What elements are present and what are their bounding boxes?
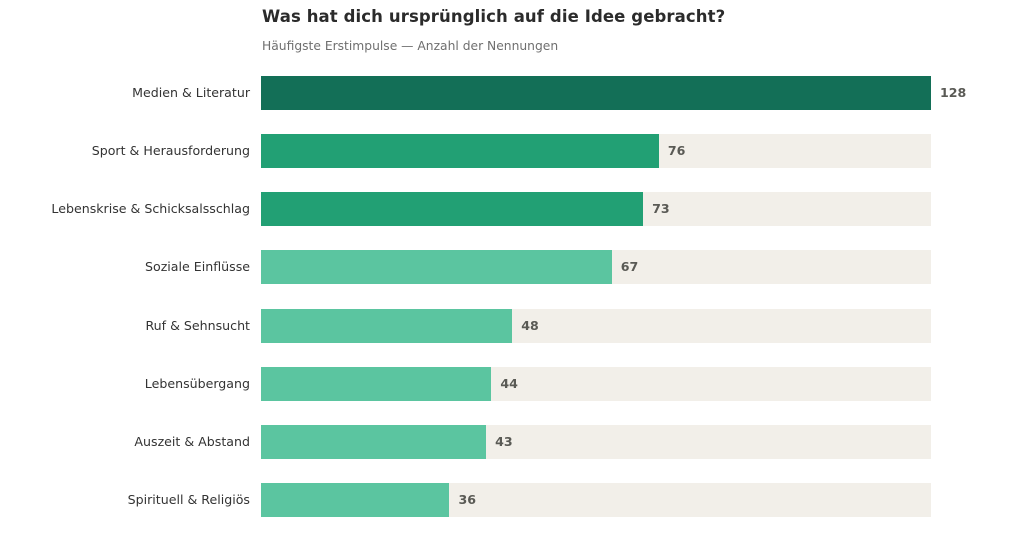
bar-track [261,424,931,459]
category-label: Auszeit & Abstand [134,433,250,449]
bar-fill[interactable] [261,192,644,227]
bar-row: Lebenskrise & Schicksalsschlag 73 [0,192,1030,227]
bar-fill[interactable] [261,134,659,169]
bar-value-label: 48 [521,317,539,333]
bar-value-label: 43 [495,433,513,449]
bar-row: Spirituell & Religiös 36 [0,483,1030,518]
bar-fill[interactable] [261,366,492,401]
chart-header: Was hat dich ursprünglich auf die Idee g… [262,0,962,54]
bar-fill[interactable] [261,76,931,110]
category-label: Soziale Einflüsse [145,259,250,275]
bar-row: Ruf & Sehnsucht 48 [0,308,1030,343]
bar-track [261,250,931,285]
category-label: Spirituell & Religiös [127,492,250,508]
category-label: Ruf & Sehnsucht [145,317,250,333]
bar-track [261,483,931,518]
bar-fill[interactable] [261,483,450,518]
bar-row: Auszeit & Abstand 43 [0,424,1030,459]
bar-row: Sport & Herausforderung 76 [0,134,1030,169]
category-label: Lebenskrise & Schicksalsschlag [51,201,250,217]
bar-row: Medien & Literatur 128 [0,76,1030,110]
chart-subtitle: Häufigste Erstimpulse — Anzahl der Nennu… [262,38,559,53]
bar-value-label: 76 [667,143,686,159]
bar-row: Soziale Einflüsse 67 [0,250,1030,285]
bar-value-label: 73 [652,201,670,217]
bar-fill[interactable] [261,308,513,343]
bar-track [261,308,931,343]
bar-fill[interactable] [261,250,612,285]
category-label: Medien & Literatur [132,85,250,100]
bar-track [261,134,931,169]
category-label: Lebensübergang [144,375,250,391]
bar-value-label: 67 [620,259,639,275]
bar-track [261,366,931,401]
bar-row: Lebensübergang 44 [0,366,1030,401]
bar-track [261,76,931,110]
bar-fill[interactable] [261,424,487,459]
bar-track [261,192,931,227]
category-label: Sport & Herausforderung [91,143,250,159]
bar-value-label: 44 [500,375,518,391]
bar-value-label: 36 [458,492,476,508]
bar-value-label: 128 [940,85,967,100]
chart-title: Was hat dich ursprünglich auf die Idee g… [262,7,726,26]
